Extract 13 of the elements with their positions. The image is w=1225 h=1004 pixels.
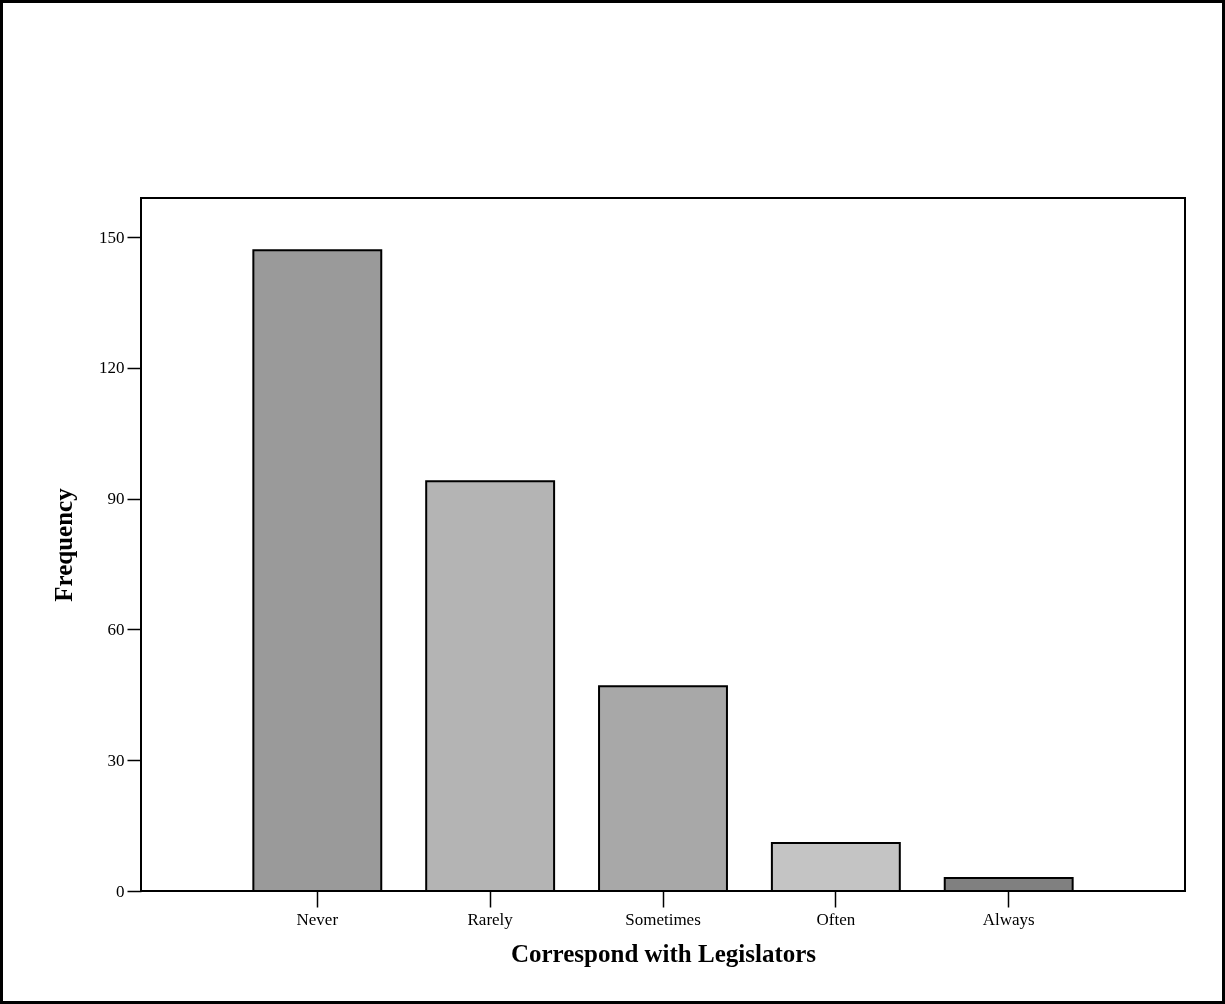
x-tick-label: Always: [982, 909, 1035, 929]
y-tick-label: 30: [107, 750, 125, 770]
y-tick-label: 90: [107, 489, 125, 509]
x-tick-label: Often: [816, 909, 856, 929]
y-tick-label: 150: [99, 227, 125, 247]
y-tick-label: 120: [99, 358, 125, 378]
x-tick-label: Rarely: [467, 909, 514, 929]
x-tick-label: Sometimes: [625, 909, 701, 929]
y-axis-title: Frequency: [50, 487, 77, 602]
y-tick-label: 60: [107, 619, 125, 639]
x-tick-label: Never: [296, 909, 339, 929]
y-tick-label: 0: [116, 881, 125, 901]
x-axis-title: Correspond with Legislators: [510, 939, 817, 967]
